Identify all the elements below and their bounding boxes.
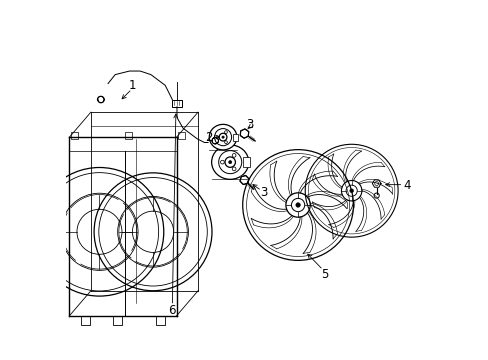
Polygon shape: [240, 129, 248, 138]
Circle shape: [349, 189, 353, 193]
Circle shape: [373, 193, 379, 198]
Text: 2: 2: [204, 131, 212, 144]
Bar: [172, 100, 181, 107]
Bar: [243, 157, 249, 167]
Text: 4: 4: [403, 179, 410, 192]
Polygon shape: [240, 176, 248, 184]
Circle shape: [222, 136, 224, 138]
Text: 1: 1: [128, 79, 136, 92]
Text: 3: 3: [260, 186, 267, 199]
Text: 3: 3: [245, 118, 253, 131]
Polygon shape: [372, 180, 380, 187]
Circle shape: [228, 161, 231, 164]
Text: 5: 5: [321, 268, 328, 281]
Ellipse shape: [211, 145, 248, 179]
Ellipse shape: [209, 124, 236, 150]
Bar: [71, 132, 78, 139]
Bar: [232, 134, 237, 141]
Text: 6: 6: [168, 304, 176, 317]
Bar: [125, 132, 131, 139]
Bar: [178, 132, 184, 139]
Circle shape: [295, 203, 300, 207]
